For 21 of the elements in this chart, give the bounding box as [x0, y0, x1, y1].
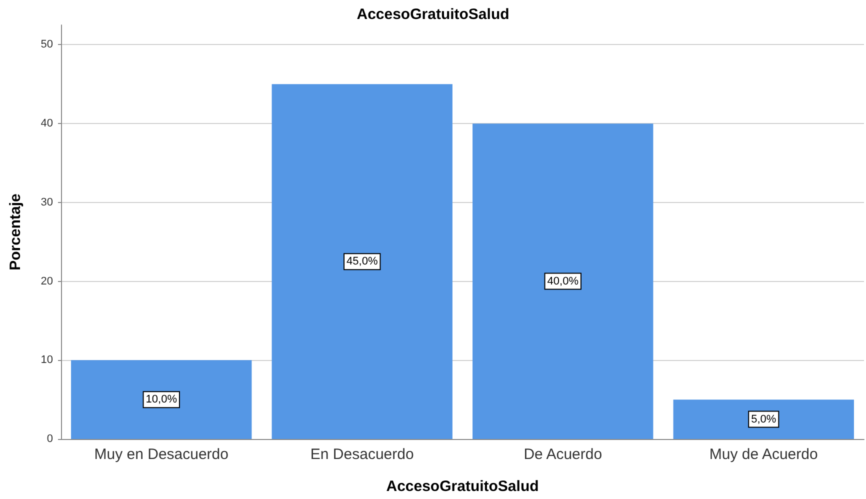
- y-tick-label: 40: [40, 118, 53, 130]
- y-tick-label: 10: [40, 354, 53, 366]
- y-axis-title: Porcentaje: [7, 194, 24, 270]
- x-tick-label: De Acuerdo: [524, 446, 602, 463]
- x-tick-label: Muy de Acuerdo: [709, 446, 818, 463]
- data-label: 10,0%: [146, 394, 178, 406]
- bar: [272, 84, 452, 439]
- chart-title: AccesoGratuitoSalud: [356, 6, 510, 23]
- x-tick-label: En Desacuerdo: [310, 446, 414, 463]
- y-tick-label: 0: [46, 433, 53, 445]
- x-tick-label: Muy en Desacuerdo: [94, 446, 228, 463]
- data-label: 40,0%: [547, 275, 579, 288]
- y-tick-label: 20: [40, 275, 53, 288]
- bar: [673, 400, 854, 439]
- y-tick-label: 50: [40, 38, 53, 51]
- data-label: 45,0%: [346, 256, 378, 268]
- data-label: 5,0%: [751, 413, 776, 426]
- bar: [472, 124, 654, 439]
- bar: [71, 360, 252, 439]
- y-tick-label: 30: [40, 196, 53, 208]
- x-axis-title: AccesoGratuitoSalud: [386, 478, 539, 495]
